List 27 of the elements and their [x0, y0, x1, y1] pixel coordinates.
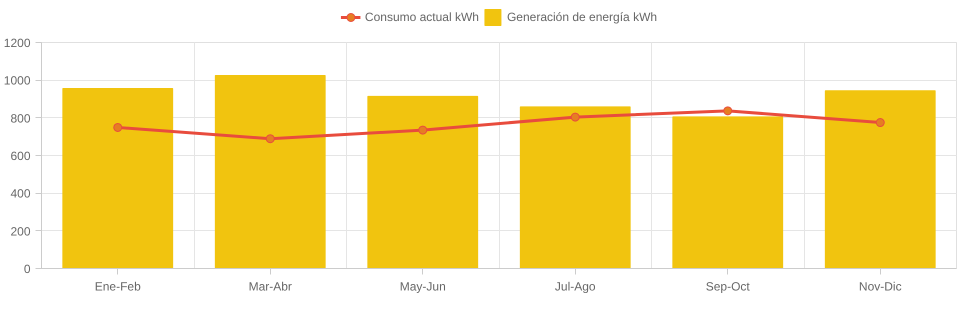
- y-tick-label: 400: [10, 186, 31, 201]
- bar: [367, 96, 478, 268]
- point: [113, 122, 122, 132]
- x-tick-label: Sep-Oct: [706, 280, 750, 294]
- y-tick-label: 1200: [4, 36, 31, 50]
- x-tick-label: Nov-Dic: [858, 280, 902, 294]
- y-tick-label: 800: [10, 111, 31, 126]
- x-tick-label: Mar-Abr: [248, 280, 292, 294]
- legend-label: Consumo actual kWh: [364, 10, 479, 24]
- bar: [214, 74, 326, 268]
- y-tick-label: 0: [24, 262, 31, 276]
- x-tick-label: Ene-Feb: [94, 280, 142, 294]
- point: [570, 112, 580, 122]
- bar: [520, 106, 631, 268]
- point: [876, 118, 885, 128]
- x-tick-label: May-Jun: [400, 280, 446, 294]
- y-tick-label: 1000: [4, 74, 31, 88]
- legend-label: Generación de energía kWh: [506, 10, 658, 24]
- point: [723, 106, 732, 116]
- y-tick-label: 600: [10, 149, 31, 163]
- bar: [824, 90, 936, 268]
- point: [266, 134, 275, 144]
- y-tick-label: 200: [10, 224, 31, 238]
- bar: [62, 88, 174, 268]
- point: [418, 126, 428, 135]
- x-tick-label: Jul-Ago: [554, 280, 596, 294]
- bar: [672, 116, 784, 268]
